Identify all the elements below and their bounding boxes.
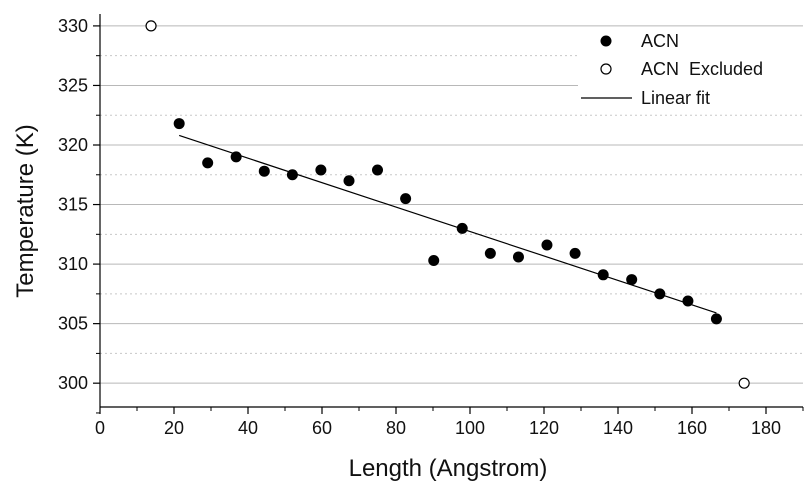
- acn-excluded-point: [146, 21, 156, 31]
- x-tick-label: 120: [529, 418, 559, 438]
- acn-point: [344, 175, 355, 186]
- y-tick-label: 320: [58, 135, 88, 155]
- acn-point: [287, 169, 298, 180]
- y-tick-label: 315: [58, 195, 88, 215]
- acn-point: [428, 255, 439, 266]
- acn-point: [202, 157, 213, 168]
- x-tick-label: 40: [238, 418, 258, 438]
- y-axis-title: Temperature (K): [12, 124, 39, 297]
- acn-point: [513, 251, 524, 262]
- acn-point: [400, 193, 411, 204]
- legend-excluded-marker: [601, 64, 611, 74]
- x-tick-label: 140: [603, 418, 633, 438]
- y-tick-label: 300: [58, 373, 88, 393]
- acn-point: [231, 151, 242, 162]
- legend: ACN ACN Excluded Linear fit: [578, 28, 803, 112]
- x-tick-label: 160: [677, 418, 707, 438]
- legend-label: ACN Excluded: [641, 59, 763, 79]
- linear-fit-line: [179, 135, 716, 312]
- legend-label: Linear fit: [641, 88, 710, 108]
- x-tick-label: 20: [164, 418, 184, 438]
- y-tick-label: 330: [58, 16, 88, 36]
- acn-point: [485, 248, 496, 259]
- x-tick-label: 100: [455, 418, 485, 438]
- acn-point: [457, 223, 468, 234]
- acn-point: [570, 248, 581, 259]
- acn-point: [315, 165, 326, 176]
- acn-point: [541, 240, 552, 251]
- x-tick-label: 80: [386, 418, 406, 438]
- legend-acn-marker: [601, 36, 612, 47]
- acn-point: [259, 166, 270, 177]
- x-tick-label: 180: [751, 418, 781, 438]
- acn-point: [711, 313, 722, 324]
- acn-excluded-point: [739, 378, 749, 388]
- y-tick-label: 305: [58, 314, 88, 334]
- acn-point: [598, 269, 609, 280]
- acn-point: [174, 118, 185, 129]
- fit-layer: [179, 135, 716, 312]
- acn-point: [626, 274, 637, 285]
- x-tick-label: 0: [95, 418, 105, 438]
- acn-point: [682, 296, 693, 307]
- y-tick-label: 310: [58, 254, 88, 274]
- x-axis-title: Length (Angstrom): [349, 455, 548, 482]
- acn-point: [372, 165, 383, 176]
- x-tick-label: 60: [312, 418, 332, 438]
- y-tick-label: 325: [58, 75, 88, 95]
- legend-label: ACN: [641, 31, 679, 51]
- acn-point: [654, 288, 665, 299]
